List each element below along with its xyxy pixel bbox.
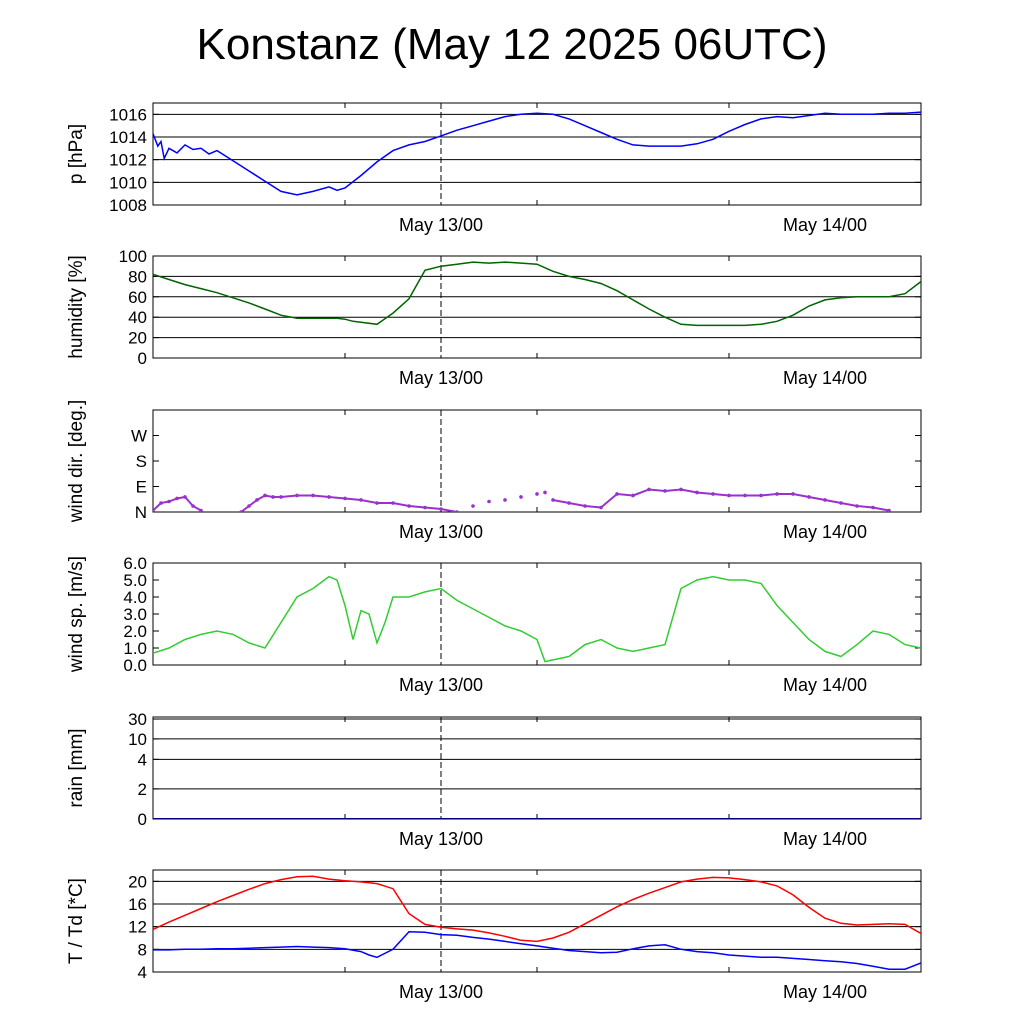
y-axis-label: wind sp. [m/s]	[66, 556, 87, 673]
y-axis-label: p [hPa]	[66, 124, 87, 184]
chart-title: Konstanz (May 12 2025 06UTC)	[196, 20, 828, 69]
y-tick-label: 1008	[109, 196, 147, 215]
x-tick-label: May 14/00	[783, 522, 867, 542]
wind-dir-point	[519, 495, 523, 499]
humidity-series-line-0	[153, 261, 921, 327]
panel-temperature: 4 8 12 16 20 May 13/00 May 14/00 T / Td [*C]	[66, 869, 922, 1002]
y-tick-label: 12	[128, 918, 147, 937]
wind-dir-point	[919, 522, 923, 526]
wind-dir-point	[215, 519, 219, 523]
y-tick-label: S	[136, 452, 147, 471]
y-tick-label: 0	[138, 349, 147, 368]
y-tick-label: 4.0	[123, 588, 147, 607]
y-tick-label: 0	[138, 810, 147, 829]
y-axis-label: humidity [%]	[66, 255, 87, 358]
x-tick-label: May 14/00	[783, 368, 867, 388]
x-tick-label: May 14/00	[783, 675, 867, 695]
wind-dir-point	[551, 498, 555, 502]
y-tick-label: 60	[128, 288, 147, 307]
plot-frame	[152, 562, 922, 666]
y-tick-label: 16	[128, 895, 147, 914]
y-axis-label: rain [mm]	[66, 728, 87, 807]
y-tick-label: 4	[138, 750, 147, 769]
y-tick-label: 100	[119, 247, 147, 266]
y-tick-label: 40	[128, 308, 147, 327]
y-tick-label: W	[131, 427, 147, 446]
wind-dir-point	[903, 516, 907, 520]
wind-dir-point	[471, 504, 475, 508]
wind-speed-series-line-0	[153, 575, 921, 663]
panel-wind-speed: 0.01.02.03.04.05.06.0 May 13/00 May 14/00 w…	[66, 554, 922, 695]
panel-pressure: 1008 1010 1012 1014 1016 May 13/00 May 14/00 p …	[66, 102, 922, 235]
y-tick-label: 20	[128, 872, 147, 891]
y-tick-label: 8	[138, 940, 147, 959]
y-tick-label: 2.0	[123, 622, 147, 641]
wind-dir-point	[231, 516, 235, 520]
temperature-series-line-0	[153, 875, 921, 943]
plot-frame	[152, 716, 922, 820]
x-tick-label: May 13/00	[399, 368, 483, 388]
wind-dir-point	[543, 490, 547, 495]
wind-dir-point	[503, 498, 507, 502]
x-tick-label: May 13/00	[399, 215, 483, 235]
y-tick-label: 80	[128, 267, 147, 286]
plot-frame	[152, 102, 922, 206]
x-tick-label: May 13/00	[399, 675, 483, 695]
y-tick-label: 5.0	[123, 571, 147, 590]
y-tick-label: 1016	[109, 105, 147, 124]
y-tick-label: 0.0	[123, 656, 147, 675]
pressure-series-line-0	[153, 111, 921, 196]
y-tick-label: 2	[138, 780, 147, 799]
wind-dir-point	[455, 510, 459, 512]
wind-dir-point	[199, 508, 203, 512]
y-tick-label: 20	[128, 329, 147, 348]
x-tick-label: May 13/00	[399, 522, 483, 542]
y-tick-label: 30	[128, 710, 147, 729]
y-tick-label: 4	[138, 963, 147, 982]
y-tick-label: 1012	[109, 151, 147, 170]
x-tick-label: May 14/00	[783, 829, 867, 849]
y-tick-label: N	[135, 503, 147, 522]
wind-dir-point	[207, 513, 211, 517]
x-tick-label: May 14/00	[783, 215, 867, 235]
y-tick-label: 1014	[109, 128, 147, 147]
y-axis-label: wind dir. [deg.]	[66, 400, 87, 524]
y-tick-label: 6.0	[123, 554, 147, 573]
x-tick-label: May 14/00	[783, 982, 867, 1002]
wind-dir-point	[535, 492, 539, 496]
y-tick-label: 10	[128, 730, 147, 749]
y-tick-label: 1.0	[123, 639, 147, 658]
plot-frame	[152, 869, 922, 973]
y-tick-label: E	[136, 478, 147, 497]
x-tick-label: May 13/00	[399, 982, 483, 1002]
wind-dir-point	[223, 525, 227, 529]
wind-dir-point	[887, 508, 891, 512]
y-tick-label: 1010	[109, 173, 147, 192]
x-tick-label: May 13/00	[399, 829, 483, 849]
y-axis-label: T / Td [*C]	[66, 878, 87, 964]
y-tick-label: 3.0	[123, 605, 147, 624]
temperature-series-line-1	[153, 931, 921, 970]
wind-dir-point	[487, 499, 491, 504]
